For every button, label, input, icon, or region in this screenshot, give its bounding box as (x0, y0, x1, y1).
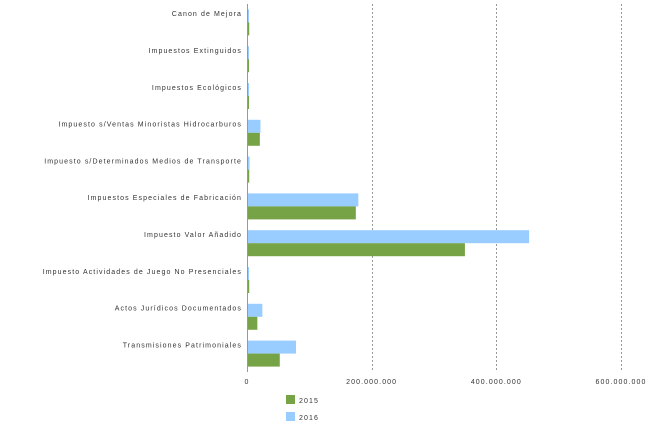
bar-2015-impuesto-s-ventas-minoristas-hidrocarburos (248, 132, 260, 146)
bar-2015-impuestos-ecologicos (248, 96, 249, 109)
bar-2016-actos-juridicos-documentados (248, 303, 263, 317)
bar-2016-transmisiones-patrimoniales (248, 340, 296, 354)
category-labels: Canon de Mejora Impuestos Extinguidos Impu… (43, 11, 242, 349)
bar-2015-impuestos-extinguidos (248, 59, 249, 73)
bar-2015-impuesto-valor-anadido (248, 243, 465, 257)
bar-2015-impuesto-actividades-de-juego-no-presenciales (248, 280, 250, 293)
category-label-impuesto-s-ventas-minoristas-hidrocarburos: Impuesto s/Ventas Minoristas Hidrocarbur… (58, 122, 242, 129)
bar-2016-impuestos-especiales-de-fabricacion (248, 193, 359, 207)
category-label-impuesto-valor-anadido: Impuesto Valor Añadido (144, 232, 242, 239)
category-label-canon-de-mejora: Canon de Mejora (172, 11, 242, 18)
legend-label-2015: 2015 (299, 398, 319, 405)
category-label-impuestos-ecologicos: Impuestos Ecológicos (152, 85, 242, 92)
category-label-impuesto-actividades-de-juego-no-presenciales: Impuesto Actividades de Juego No Presenc… (43, 269, 242, 276)
legend: 2015 2016 (286, 395, 319, 422)
bar-2016-impuestos-ecologicos (248, 83, 249, 96)
bar-2016-impuestos-extinguidos (248, 46, 249, 60)
bar-2015-impuesto-s-determinados-medios-de-transporte (248, 169, 250, 183)
x-axis-tick-labels: 0 200.000.000 400.000.000 600.000.000 (245, 379, 646, 386)
bar-2015-impuestos-especiales-de-fabricacion (248, 206, 356, 220)
x-tick-label-0: 0 (245, 379, 250, 386)
legend-swatch-2016 (286, 412, 295, 421)
category-label-transmisiones-patrimoniales: Transmisiones Patrimoniales (123, 342, 242, 349)
category-label-actos-juridicos-documentados: Actos Jurídicos Documentados (115, 306, 242, 313)
bar-2015-canon-de-mejora (248, 22, 250, 36)
bar-2016-impuesto-s-ventas-minoristas-hidrocarburos (248, 119, 261, 133)
legend-label-2016: 2016 (299, 415, 319, 422)
category-label-impuestos-especiales-de-fabricacion: Impuestos Especiales de Fabricación (88, 195, 242, 202)
category-label-impuesto-s-determinados-medios-de-transporte: Impuesto s/Determinados Medios de Transp… (44, 158, 242, 165)
bar-2016-impuesto-s-determinados-medios-de-transporte (248, 156, 250, 170)
bar-2015-transmisiones-patrimoniales (248, 353, 280, 367)
x-tick-label-200-000-000: 200.000.000 (346, 379, 397, 386)
x-tick-label-400-000-000: 400.000.000 (471, 379, 522, 386)
grid-lines (372, 4, 622, 372)
bar-2016-impuesto-valor-anadido (248, 230, 530, 244)
bars (248, 9, 530, 367)
bar-2016-canon-de-mejora (248, 9, 249, 23)
bar-2015-actos-juridicos-documentados (248, 316, 258, 330)
bar-2016-impuesto-actividades-de-juego-no-presenciales (248, 267, 249, 280)
x-tick-label-600-000-000: 600.000.000 (595, 379, 646, 386)
category-label-impuestos-extinguidos: Impuestos Extinguidos (148, 48, 242, 55)
legend-swatch-2015 (286, 395, 295, 404)
